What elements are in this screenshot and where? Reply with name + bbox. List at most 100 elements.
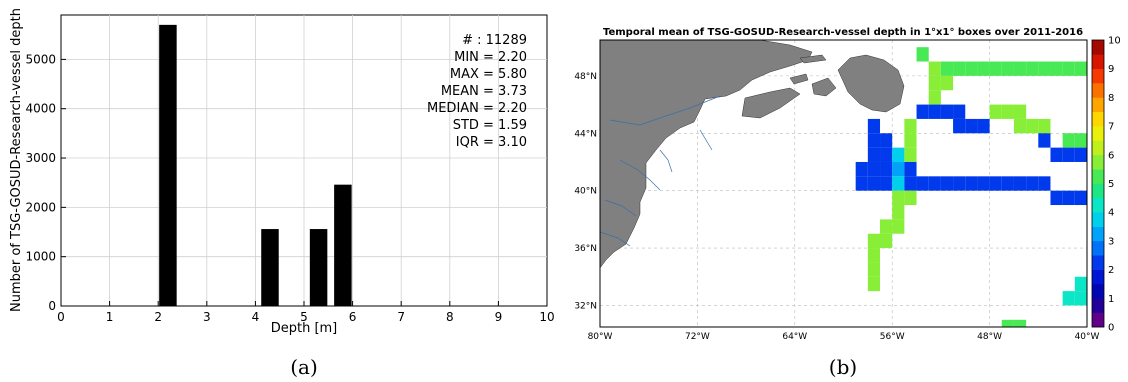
lon-tick-label: 72°W <box>685 332 710 342</box>
lat-tick-label: 48°N <box>574 72 597 82</box>
map-cell <box>916 47 929 62</box>
map-cell <box>867 262 881 277</box>
map-cell <box>1026 61 1039 76</box>
lon-tick-label: 40°W <box>1075 332 1100 342</box>
x-tick-label: 9 <box>495 310 503 324</box>
colorbar-tick-label: 5 <box>1108 179 1114 190</box>
colorbar-segment <box>1092 183 1104 199</box>
map-cell <box>880 219 893 234</box>
map-cell <box>965 61 978 76</box>
map-cell <box>1001 61 1014 76</box>
y-tick-label: 5000 <box>25 52 56 66</box>
map-cell <box>904 147 917 162</box>
colorbar <box>1091 39 1105 328</box>
map-cell <box>880 176 893 191</box>
map-frame <box>599 39 1088 328</box>
map-cell <box>1050 147 1063 162</box>
x-tick-label: 3 <box>203 310 211 324</box>
stat-line: MEDIAN = 2.20 <box>427 101 527 116</box>
land-north-america <box>599 39 813 269</box>
map-cell <box>1013 118 1027 134</box>
x-tick-label: 5 <box>300 310 308 324</box>
colorbar-frame <box>1091 39 1105 328</box>
colorbar-segment <box>1092 97 1104 113</box>
map-cell <box>1062 291 1075 306</box>
map-cell <box>1062 133 1075 148</box>
colorbar-segment <box>1092 212 1104 227</box>
map-cell <box>928 176 941 191</box>
lon-tick-label: 64°W <box>782 332 807 342</box>
map-cell <box>928 90 941 105</box>
x-tick-label: 6 <box>349 310 357 324</box>
lon-tick-label: 48°W <box>977 332 1002 342</box>
x-tick-label: 1 <box>106 310 114 324</box>
map-cell <box>953 176 966 191</box>
histogram-bar <box>159 24 177 306</box>
map-cell <box>867 276 881 292</box>
land-newfoundland <box>837 54 905 113</box>
map-cell <box>904 190 917 206</box>
map-cell <box>1026 176 1039 191</box>
map-cell <box>1074 61 1087 76</box>
map-cell <box>892 147 905 162</box>
map-land <box>599 39 905 269</box>
y-tick-label: 1000 <box>25 250 56 264</box>
stat-line: MAX = 5.80 <box>450 67 527 82</box>
histogram-x-ticks: 0 1 2 3 4 5 6 7 8 9 10 <box>57 301 555 324</box>
colorbar-tick-label: 0 <box>1108 323 1114 334</box>
map-cell <box>892 161 905 177</box>
map-cell <box>867 133 881 148</box>
lon-tick-label: 56°W <box>880 332 905 342</box>
x-tick-label: 8 <box>446 310 454 324</box>
map-cell <box>892 190 905 206</box>
lat-tick-label: 36°N <box>574 244 597 254</box>
histogram-panel: 0 1 2 3 4 5 6 7 8 9 10 0 1000 2000 3000 4000 5000 Depth… <box>9 8 555 379</box>
map-cell <box>904 133 917 148</box>
colorbar-segment <box>1092 54 1104 69</box>
map-cell <box>1074 133 1087 148</box>
histogram-y-label: Number of TSG-GOSUD-Research-vessel dept… <box>9 8 24 312</box>
map-cell <box>867 161 881 177</box>
colorbar-segment <box>1092 255 1104 270</box>
map-cell <box>1001 319 1014 327</box>
lat-tick-label: 44°N <box>574 129 597 139</box>
map-cell <box>1038 176 1051 191</box>
colorbar-tick-label: 8 <box>1108 93 1114 104</box>
map-cell <box>1001 176 1014 191</box>
histogram-bar <box>309 229 328 306</box>
map-cell <box>928 104 941 119</box>
histogram-grid <box>61 15 547 306</box>
map-cell <box>1013 104 1027 119</box>
stat-line: IQR = 3.10 <box>456 135 527 150</box>
colorbar-tick-label: 10 <box>1108 36 1121 47</box>
colorbar-segment <box>1092 83 1104 98</box>
map-cell <box>867 176 881 191</box>
colorbar-segment <box>1092 169 1104 184</box>
map-cell <box>1074 190 1087 206</box>
map-panel: Temporal mean of TSG-GOSUD-Research-vess… <box>574 27 1120 379</box>
map-lon-ticks: 80°W 72°W 64°W 56°W 48°W 40°W <box>588 332 1100 342</box>
colorbar-tick-label: 7 <box>1108 122 1114 133</box>
colorbar-segment <box>1092 40 1104 55</box>
x-tick-label: 7 <box>397 310 405 324</box>
colorbar-tick-label: 9 <box>1108 64 1114 75</box>
y-tick-label: 2000 <box>25 200 56 214</box>
map-cells <box>855 47 1087 327</box>
map-cell <box>867 233 881 249</box>
histogram-bar <box>261 229 279 306</box>
map-cell <box>940 61 954 76</box>
x-tick-label: 2 <box>154 310 162 324</box>
map-cell <box>977 118 990 134</box>
colorbar-segment <box>1092 240 1104 256</box>
map-cell <box>1050 61 1063 76</box>
land-anticosti <box>799 54 827 64</box>
colorbar-segment <box>1092 298 1104 313</box>
map-lat-ticks: 48°N 44°N 40°N 36°N 32°N <box>574 72 597 312</box>
map-cell <box>867 147 881 162</box>
map-cell <box>989 104 1002 119</box>
map-cell <box>867 248 881 263</box>
map-cell <box>1038 61 1051 76</box>
colorbar-segment <box>1092 197 1104 213</box>
histogram-bars <box>159 24 352 306</box>
panel-label-a: (a) <box>290 355 318 379</box>
